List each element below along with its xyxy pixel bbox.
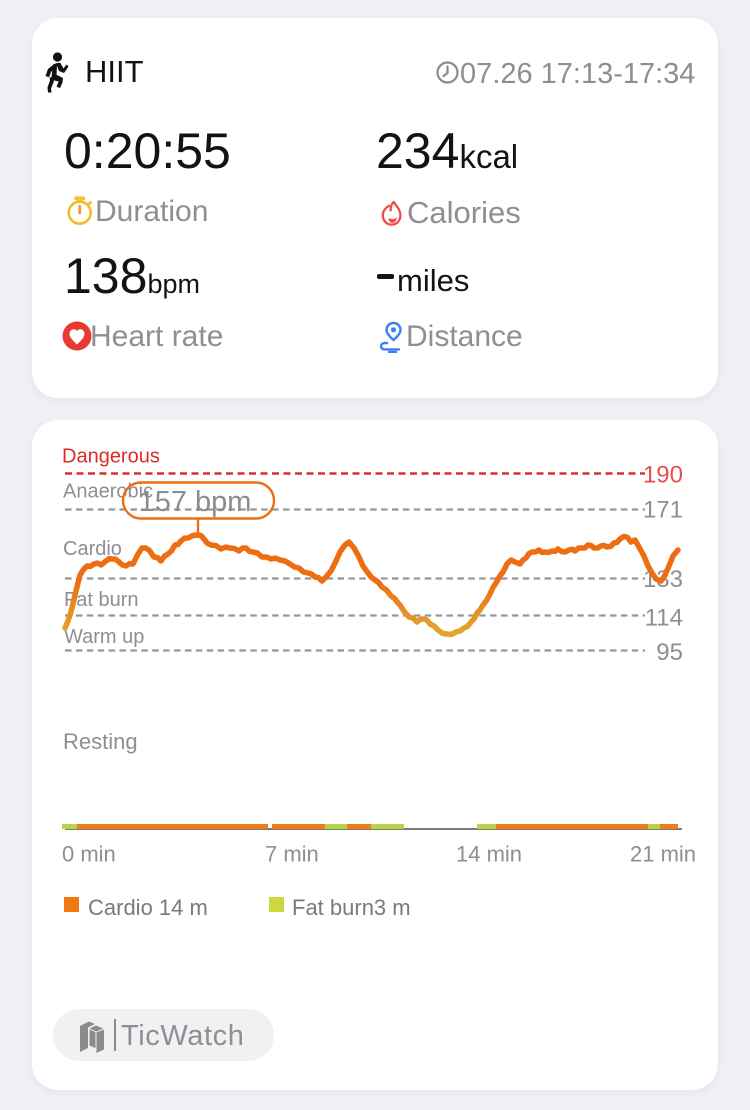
svg-text:21 min: 21 min bbox=[630, 842, 696, 867]
svg-text:Warm up: Warm up bbox=[64, 626, 144, 648]
svg-text:95: 95 bbox=[656, 639, 683, 666]
svg-text:Fat burn3 m: Fat burn3 m bbox=[292, 895, 411, 920]
svg-text:Cardio 14 m: Cardio 14 m bbox=[88, 895, 208, 920]
svg-text:190: 190 bbox=[643, 462, 683, 489]
svg-text:Dangerous: Dangerous bbox=[62, 446, 160, 468]
svg-text:114: 114 bbox=[645, 605, 683, 632]
svg-text:157 bpm: 157 bpm bbox=[139, 486, 252, 518]
svg-text:Resting: Resting bbox=[63, 729, 138, 754]
svg-text:7 min: 7 min bbox=[265, 842, 319, 867]
svg-text:Cardio: Cardio bbox=[63, 538, 122, 560]
svg-text:0 min: 0 min bbox=[62, 842, 116, 867]
svg-text:Fat burn: Fat burn bbox=[64, 589, 138, 611]
svg-text:171: 171 bbox=[643, 497, 683, 524]
svg-text:14 min: 14 min bbox=[456, 842, 522, 867]
